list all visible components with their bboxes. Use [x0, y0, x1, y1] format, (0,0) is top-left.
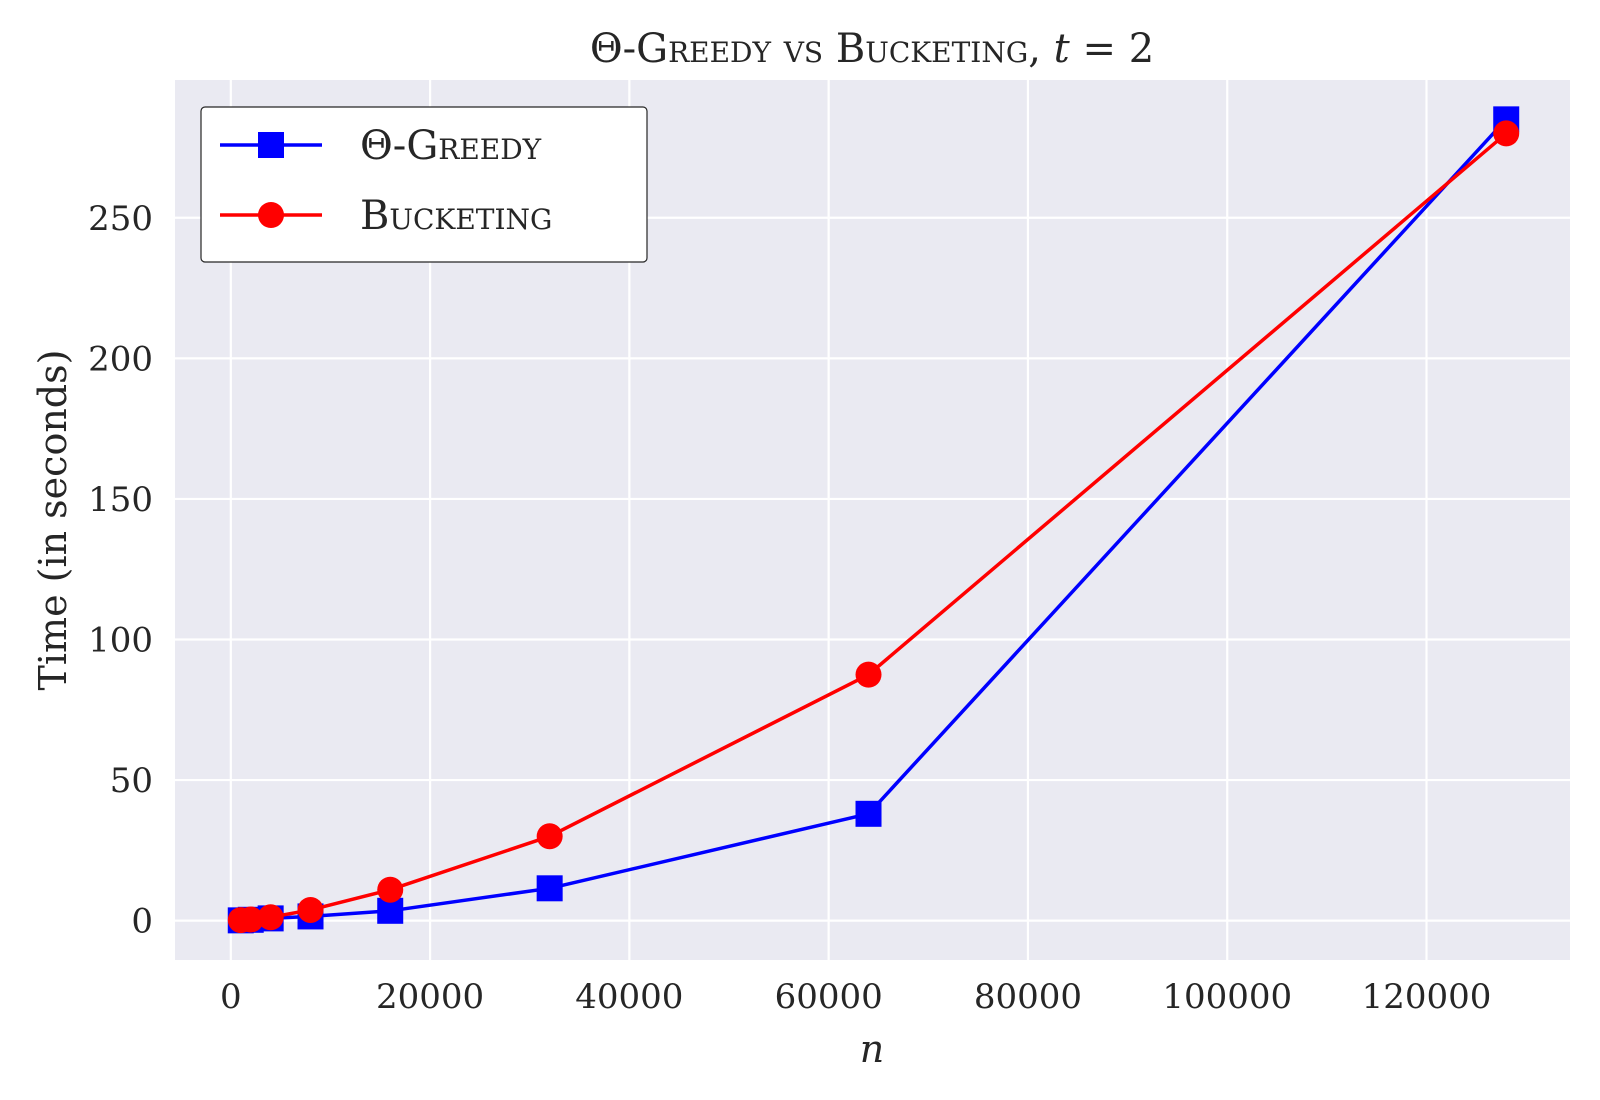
x-tick-label: 60000 [775, 977, 883, 1017]
legend-label-bucketing-name: Bucketing [360, 193, 552, 239]
chart-title: Θ-Greedy vs Bucketing, t = 2 [590, 26, 1154, 72]
y-tick-label: 250 [88, 199, 153, 239]
x-tick-label: 100000 [1162, 977, 1292, 1017]
y-tick-label: 150 [88, 480, 153, 520]
y-axis-label: Time (in seconds) [31, 350, 75, 691]
x-axis-label: n [860, 1027, 884, 1071]
y-tick-label: 50 [110, 761, 153, 801]
data-point-bucketing [377, 876, 404, 903]
data-point-bucketing [1493, 120, 1520, 147]
y-tick-label: 100 [88, 620, 153, 660]
legend-marker-greedy [258, 132, 284, 158]
x-tick-label: 80000 [974, 977, 1082, 1017]
data-point-bucketing [297, 896, 324, 923]
series-layer [227, 106, 1520, 934]
title-vs: vs [771, 26, 836, 72]
legend-marker-bucketing [258, 202, 284, 228]
x-tick-labels: 0 20000 40000 60000 80000 100000 120000 [220, 977, 1491, 1017]
x-tick-label: 40000 [575, 977, 683, 1017]
data-point-bucketing [536, 823, 563, 850]
legend-label-greedy-name: Greedy [406, 123, 541, 169]
y-tick-label: 0 [131, 902, 153, 942]
x-tick-label: 0 [220, 977, 242, 1017]
y-tick-label: 200 [88, 339, 153, 379]
title-equation: = 2 [1070, 26, 1154, 72]
data-point-greedy [855, 800, 882, 827]
x-tick-label: 20000 [376, 977, 484, 1017]
title-comma: , [1028, 26, 1053, 72]
legend-label-bucketing: Bucketing [360, 193, 552, 239]
data-point-bucketing [855, 661, 882, 688]
data-point-bucketing [237, 906, 264, 933]
title-greedy: Greedy [636, 26, 771, 72]
data-point-greedy [536, 875, 563, 902]
y-tick-labels: 0 50 100 150 200 250 [88, 199, 153, 942]
legend-label-greedy-prefix: Θ- [360, 123, 406, 169]
title-prefix: Θ- [590, 26, 636, 72]
legend-label-greedy: Θ-Greedy [360, 123, 542, 169]
legend: Θ-Greedy Bucketing [200, 106, 648, 263]
title-variable: t [1054, 26, 1071, 72]
title-bucketing: Bucketing [836, 26, 1028, 72]
data-point-bucketing [257, 904, 284, 931]
x-tick-label: 120000 [1362, 977, 1492, 1017]
